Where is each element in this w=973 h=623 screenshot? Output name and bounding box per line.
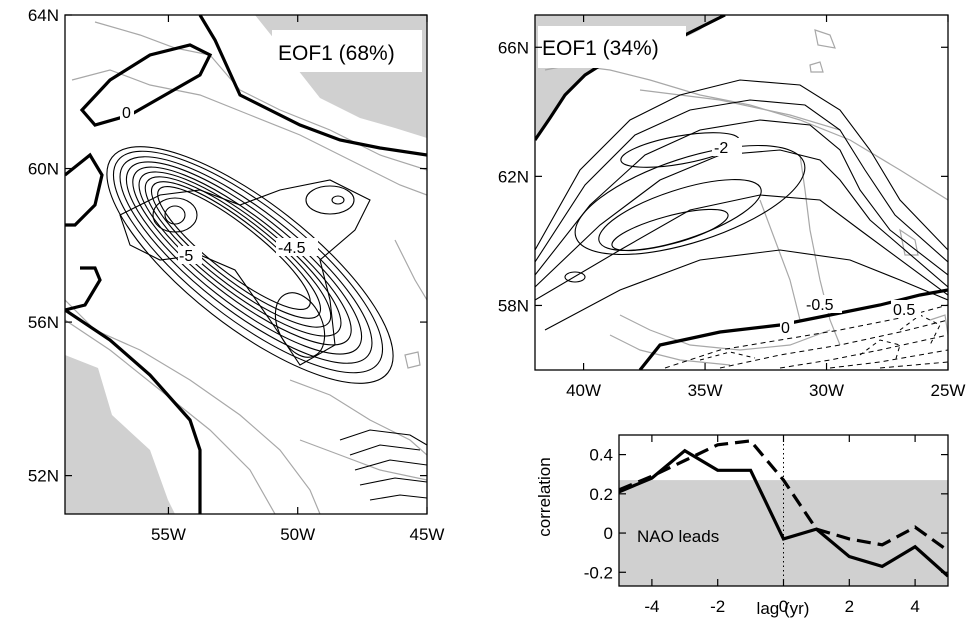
xtick-label: 45W	[410, 525, 445, 544]
left-map-title: EOF1 (68%)	[278, 42, 395, 65]
ytick-label: 0.4	[589, 446, 613, 465]
left-contours	[106, 146, 427, 501]
left-contour-label-neg4-5: -4.5	[278, 240, 306, 257]
right-map-panel: EOF1 (34%) -2 -0.5 0 0.5 40W 35W 30W 25W 66N…	[498, 14, 966, 400]
right-title-box	[538, 26, 686, 68]
ytick-label: 52N	[28, 467, 59, 486]
left-map-panel: EOF1 (68%) 0 -5 -4.5 55W 50W 45W64N60N56N5…	[28, 6, 445, 544]
right-map-axes: 40W 35W 30W 25W 66N 62N 58N	[498, 15, 966, 400]
dashed-correlation-line	[619, 439, 948, 553]
ytick-label: 60N	[28, 160, 59, 179]
xtick-label: 35W	[688, 381, 723, 400]
right-map-frame	[534, 14, 949, 371]
ytick-label: 0	[604, 524, 613, 543]
xtick-label: 40W	[566, 381, 601, 400]
xtick-label: -4	[644, 597, 659, 616]
left-contour-label-0: 0	[122, 105, 131, 122]
correlation-axes: -4 -2 0 2 4 0.4 0.2 0 -0.2	[584, 435, 948, 616]
left-map-axes: 55W 50W 45W 64N 60N 56N 52N	[28, 6, 445, 544]
right-contour-label-0: 0	[781, 320, 790, 337]
right-map-plot-area: EOF1 (34%) -2 -0.5 0 0.5	[535, 15, 948, 370]
ytick-label: 64N	[28, 6, 59, 25]
xtick-label: 0	[779, 597, 788, 616]
left-contour-label-neg5: -5	[179, 248, 193, 265]
xtick-label: 50W	[280, 525, 315, 544]
xtick-label: 4	[910, 597, 919, 616]
ytick-label: 0.2	[589, 485, 613, 504]
correlation-xlabel: lag (yr)	[757, 599, 810, 618]
correlation-ylabel: correlation	[535, 457, 554, 536]
xtick-label: 30W	[809, 381, 844, 400]
left-bathymetry	[65, 21, 427, 514]
right-positive-dashed-contours	[664, 304, 948, 369]
xtick-label: 55W	[151, 525, 186, 544]
right-map-title: EOF1 (34%)	[542, 37, 659, 60]
right-contour-label-0-5: 0.5	[893, 302, 915, 319]
xtick-label: 25W	[931, 381, 966, 400]
right-contour-label-neg0-5: -0.5	[806, 297, 834, 314]
ytick-label: 58N	[498, 296, 529, 315]
ytick-label: 62N	[498, 167, 529, 186]
solid-correlation-line	[619, 448, 948, 578]
left-map-frame	[64, 14, 428, 515]
xtick-label: 2	[845, 597, 854, 616]
ytick-label: 56N	[28, 313, 59, 332]
significance-shading	[619, 480, 948, 586]
correlation-series	[619, 439, 948, 578]
left-zero-contour	[65, 15, 427, 514]
ytick-label: 66N	[498, 38, 529, 57]
right-contours	[535, 79, 948, 331]
right-zero-contour	[638, 288, 948, 370]
correlation-panel: NAO leads -4 -2 0 2 4 0.4 0.2 0 -0.2 lag (yr) co…	[535, 434, 949, 618]
labrador-land	[65, 355, 175, 514]
nao-leads-annotation: NAO leads	[637, 527, 719, 546]
left-title-box	[272, 30, 422, 72]
correlation-plot-area: NAO leads	[619, 435, 948, 586]
left-map-plot-area: EOF1 (68%) 0 -5 -4.5	[65, 15, 427, 514]
ytick-label: -0.2	[584, 563, 613, 582]
xtick-label: -2	[710, 597, 725, 616]
right-contour-label-neg2: -2	[714, 140, 728, 157]
